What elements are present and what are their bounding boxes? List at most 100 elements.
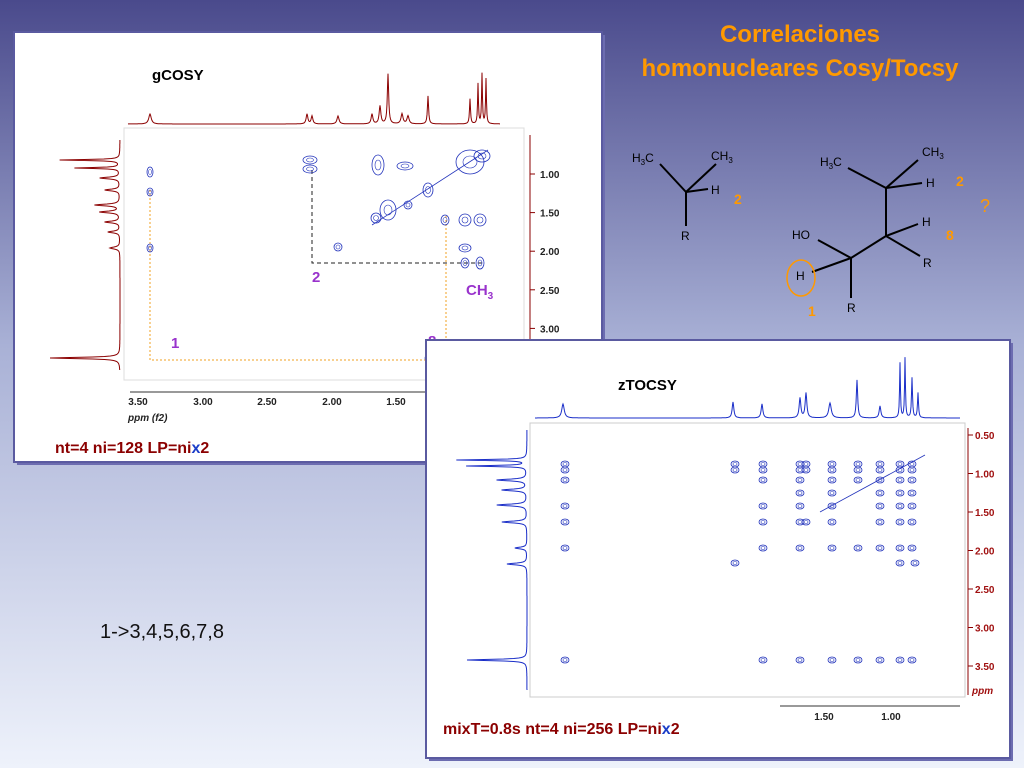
contour	[396, 161, 414, 171]
contour	[877, 491, 883, 495]
atom-label: CH3	[711, 149, 733, 165]
contour	[909, 504, 915, 508]
contour	[907, 544, 917, 552]
contour	[473, 213, 487, 227]
contour	[560, 656, 570, 664]
projection-spectrum	[49, 140, 121, 370]
contour	[795, 489, 805, 497]
bond	[811, 257, 852, 273]
contour	[897, 520, 903, 524]
bond	[885, 159, 919, 189]
position-label: 8	[946, 227, 954, 243]
contour	[560, 502, 570, 510]
contour	[829, 468, 835, 472]
contour	[732, 462, 738, 466]
contour	[148, 189, 152, 195]
contour	[910, 559, 920, 567]
atom-label: CH3	[922, 145, 944, 161]
f1-tick-label: 2.00	[975, 547, 995, 558]
highlight	[786, 259, 816, 297]
text-part: C	[833, 155, 842, 169]
contour	[853, 656, 863, 664]
contour	[895, 559, 905, 567]
contour	[442, 217, 448, 223]
contour	[403, 200, 413, 210]
contour	[560, 544, 570, 552]
contour	[461, 216, 469, 224]
contour	[562, 504, 568, 508]
projection-spectrum	[127, 72, 500, 125]
panel-label: zTOCSY	[618, 377, 677, 394]
contour	[333, 242, 343, 252]
f1-tick-label: 3.50	[975, 662, 995, 673]
atom-label: R	[923, 256, 932, 270]
contour	[877, 462, 883, 466]
contour	[829, 504, 835, 508]
contour	[907, 518, 917, 526]
f2-tick-label: 1.50	[386, 397, 406, 408]
position-label: 1	[808, 303, 816, 319]
contour	[895, 466, 905, 474]
contour	[909, 520, 915, 524]
contour	[853, 544, 863, 552]
contour	[877, 478, 883, 482]
bond	[685, 163, 717, 193]
f2-tick-label: 1.50	[814, 712, 834, 723]
contour	[801, 466, 811, 474]
atom-label: R	[681, 229, 690, 243]
contour	[760, 520, 766, 524]
contour	[560, 476, 570, 484]
atom-label: H3C	[632, 151, 654, 167]
contour	[306, 157, 314, 163]
contour	[907, 656, 917, 664]
contour	[895, 476, 905, 484]
f1-tick-label: 2.50	[975, 585, 995, 596]
text-part: H	[632, 151, 641, 165]
f2-tick-label: 1.00	[881, 712, 901, 723]
tocsy-panel: zTOCSY ppm mixT=0.8s nt=4 ni=256 LP=nix2…	[425, 339, 1013, 761]
atom-label: R	[847, 301, 856, 315]
text-part: CH	[466, 282, 488, 299]
atom-label: H	[796, 269, 805, 283]
contour	[895, 502, 905, 510]
contour	[827, 518, 837, 526]
contour	[829, 478, 835, 482]
f1-tick-label: 3.00	[540, 324, 560, 335]
position-label: 2	[956, 173, 964, 189]
f1-tick-label: 2.00	[540, 247, 560, 258]
f2-tick-label: 3.00	[193, 397, 213, 408]
contour	[877, 520, 883, 524]
contour	[462, 155, 478, 169]
panel-label: gCOSY	[152, 67, 204, 84]
contour	[907, 489, 917, 497]
contour	[146, 187, 154, 197]
contour	[909, 478, 915, 482]
contour	[562, 546, 568, 550]
contour	[460, 257, 470, 269]
contour	[907, 476, 917, 484]
f1-tick-label: 1.00	[540, 170, 560, 181]
contour	[912, 561, 918, 565]
diagonal	[819, 454, 926, 513]
contour	[795, 476, 805, 484]
bond	[850, 235, 887, 259]
acq-params: nt=4 ni=128 LP=nix2	[55, 440, 209, 457]
contour	[829, 520, 835, 524]
text-part: x	[662, 721, 671, 738]
text-part: C	[645, 151, 654, 165]
contour	[760, 504, 766, 508]
contour	[562, 462, 568, 466]
contour	[475, 256, 485, 270]
contour	[875, 518, 885, 526]
contour	[827, 466, 837, 474]
contour	[897, 491, 903, 495]
correlation-path	[311, 170, 482, 264]
contour	[829, 462, 835, 466]
contour	[829, 658, 835, 662]
contour	[829, 491, 835, 495]
contour	[797, 546, 803, 550]
contour	[895, 544, 905, 552]
axis-unit: ppm	[971, 686, 993, 697]
contour	[875, 476, 885, 484]
